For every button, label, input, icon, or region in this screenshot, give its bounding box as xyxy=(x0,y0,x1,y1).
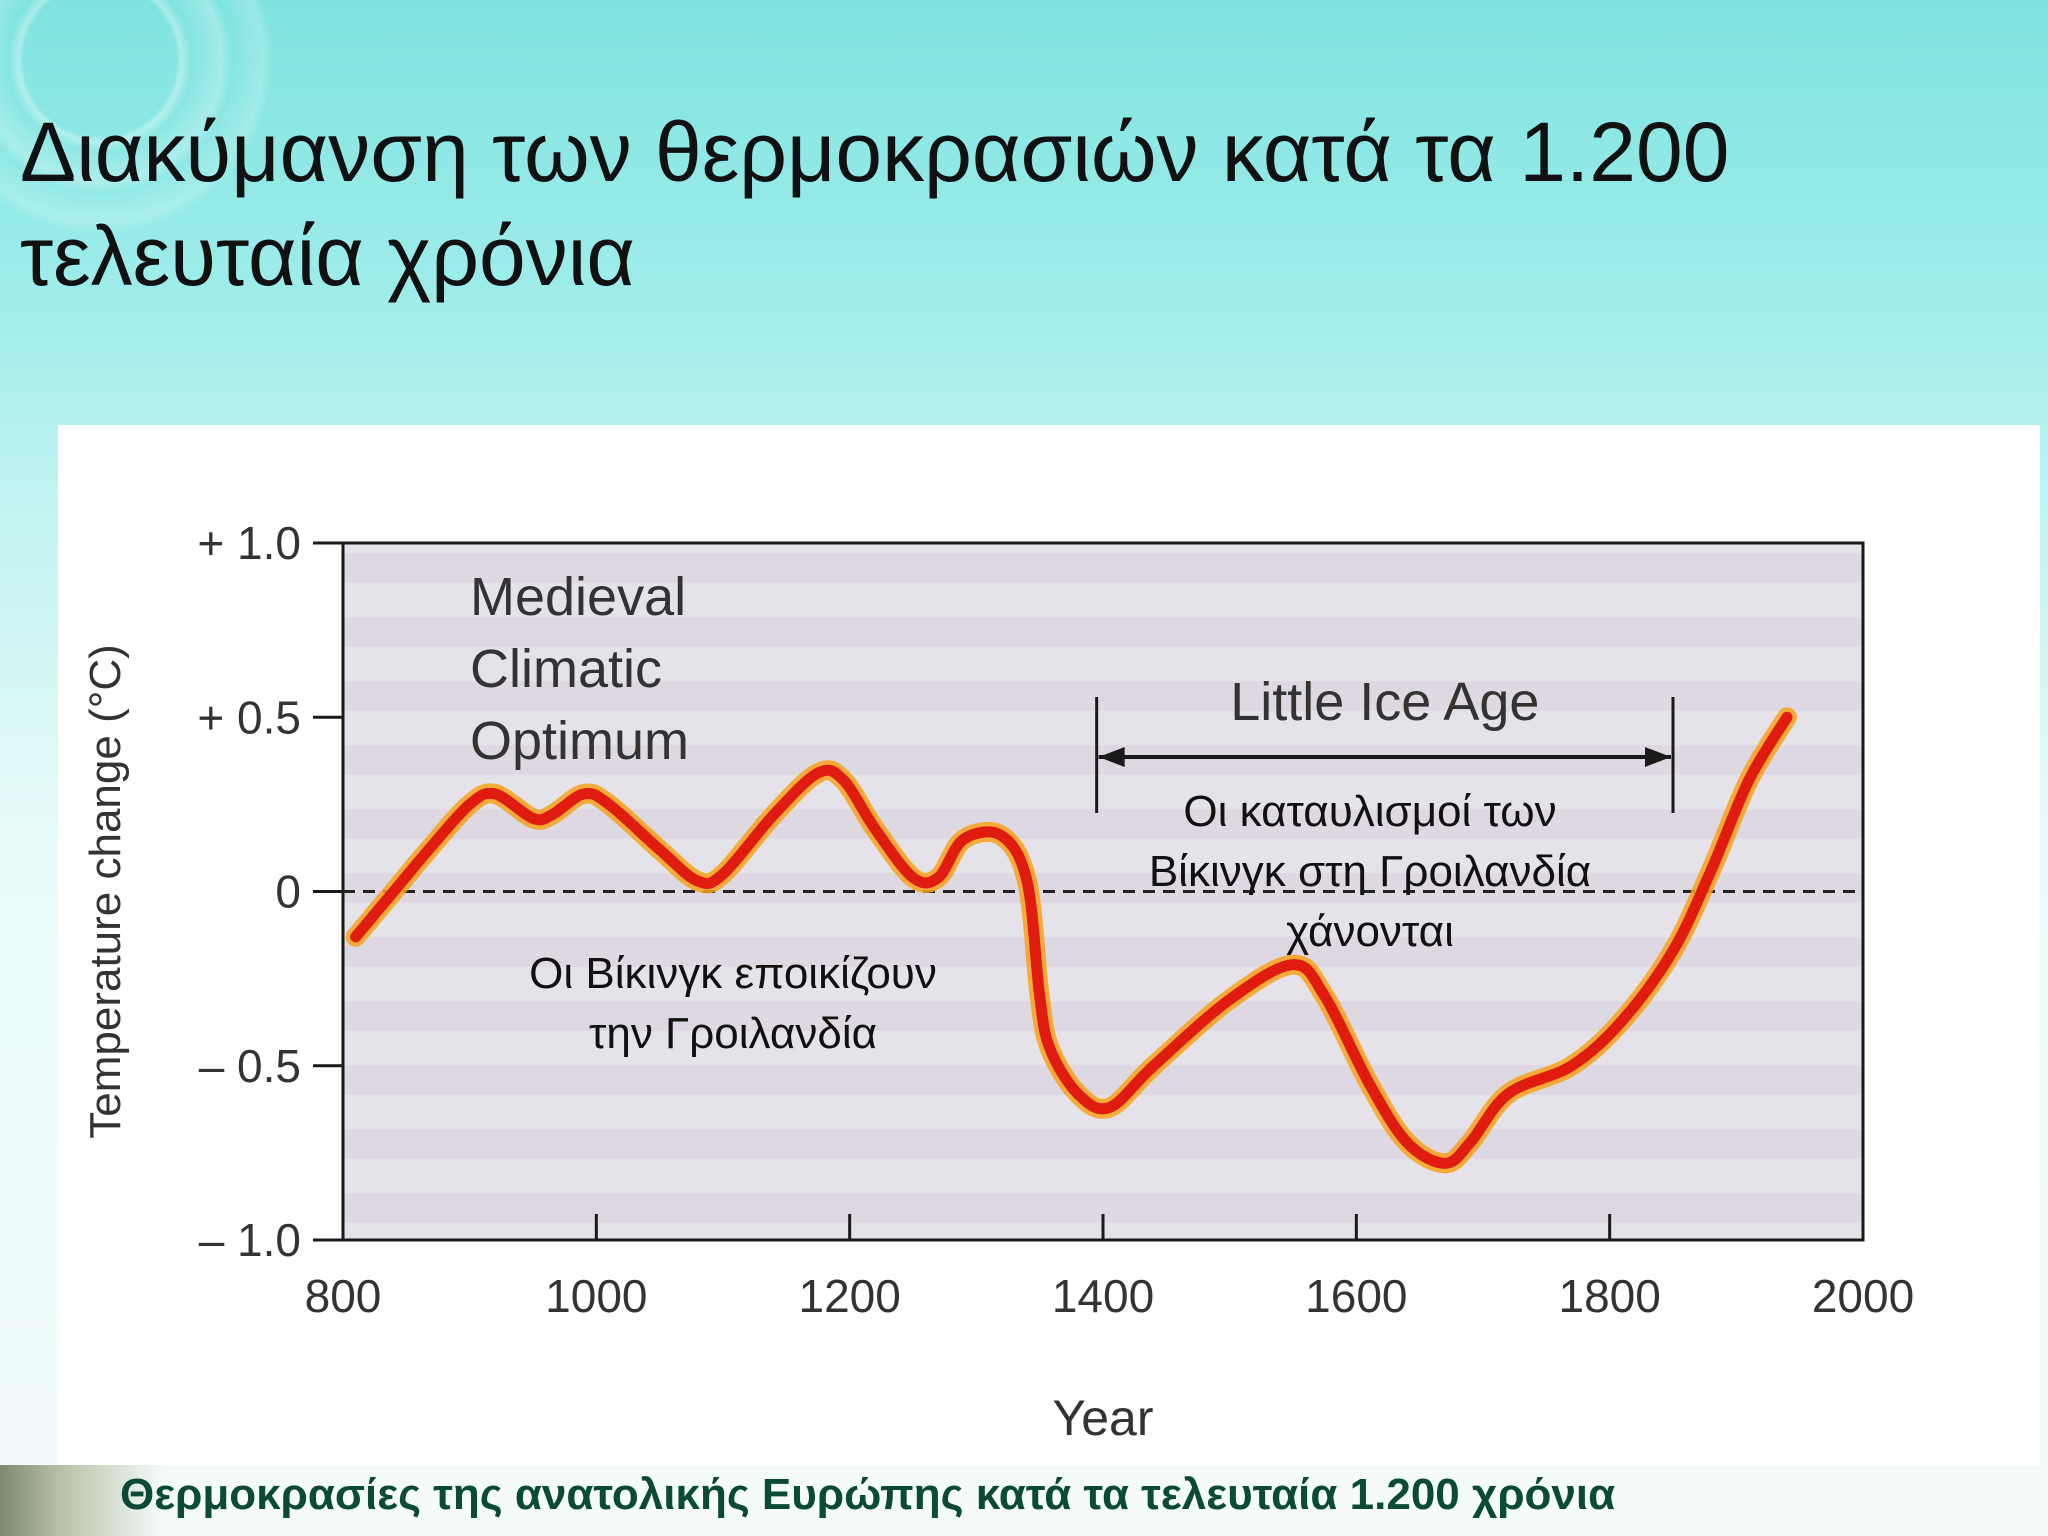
y-tick-label: – 0.5 xyxy=(199,1040,301,1092)
slide-caption: Θερμοκρασίες της ανατολικής Ευρώπης κατά… xyxy=(120,1470,1616,1519)
annotation-vikings-lost-line: Οι καταυλισμοί των xyxy=(1183,787,1556,836)
y-tick-label: 0 xyxy=(275,866,301,918)
x-tick-label: 1800 xyxy=(1558,1270,1660,1322)
slide-title-line-2: τελευταία χρόνια xyxy=(20,209,635,303)
annotation-medieval-line: Climatic xyxy=(470,639,662,699)
little-ice-age-left-arrowhead xyxy=(1098,747,1125,767)
x-axis-label: Year xyxy=(1052,1390,1153,1446)
series-line xyxy=(350,711,1793,1169)
y-tick-label: + 1.0 xyxy=(197,517,301,569)
annotation-medieval-line: Optimum xyxy=(470,711,689,771)
x-tick-label: 2000 xyxy=(1812,1270,1914,1322)
caption-bar xyxy=(0,1465,2048,1536)
x-tick-label: 1200 xyxy=(798,1270,900,1322)
chart-figure: + 1.0 + 0.5 0 – 0.5 – 1.0 800 1000 1200 1400 1600… xyxy=(58,425,2040,1505)
annotation-vikings-settle-line: την Γροιλανδία xyxy=(589,1009,877,1058)
x-tick-label: 800 xyxy=(305,1270,382,1322)
annotation-medieval-line: Medieval xyxy=(470,567,686,627)
little-ice-age-right-arrowhead xyxy=(1645,747,1671,767)
x-tick-label: 1000 xyxy=(545,1270,647,1322)
annotation-vikings-lost-line: χάνονται xyxy=(1286,907,1454,956)
y-tick-label: – 1.0 xyxy=(199,1214,301,1266)
annotation-vikings-lost-line: Βίκινγκ στη Γροιλανδία xyxy=(1149,847,1591,896)
annotation-little-ice-age: Little Ice Age xyxy=(1230,672,1539,732)
annotation-vikings-settle-line: Οι Βίκινγκ εποικίζουν xyxy=(529,949,937,998)
slide-title: Διακύμανση των θερμοκρασιών κατά τα 1.20… xyxy=(20,100,1980,308)
x-tick-label: 1400 xyxy=(1052,1270,1154,1322)
slide-title-line-1: Διακύμανση των θερμοκρασιών κατά τα 1.20… xyxy=(20,105,1730,199)
y-tick-label: + 0.5 xyxy=(197,691,301,743)
x-tick-label: 1600 xyxy=(1305,1270,1407,1322)
y-axis-label: Temperature change (°C) xyxy=(81,644,130,1138)
